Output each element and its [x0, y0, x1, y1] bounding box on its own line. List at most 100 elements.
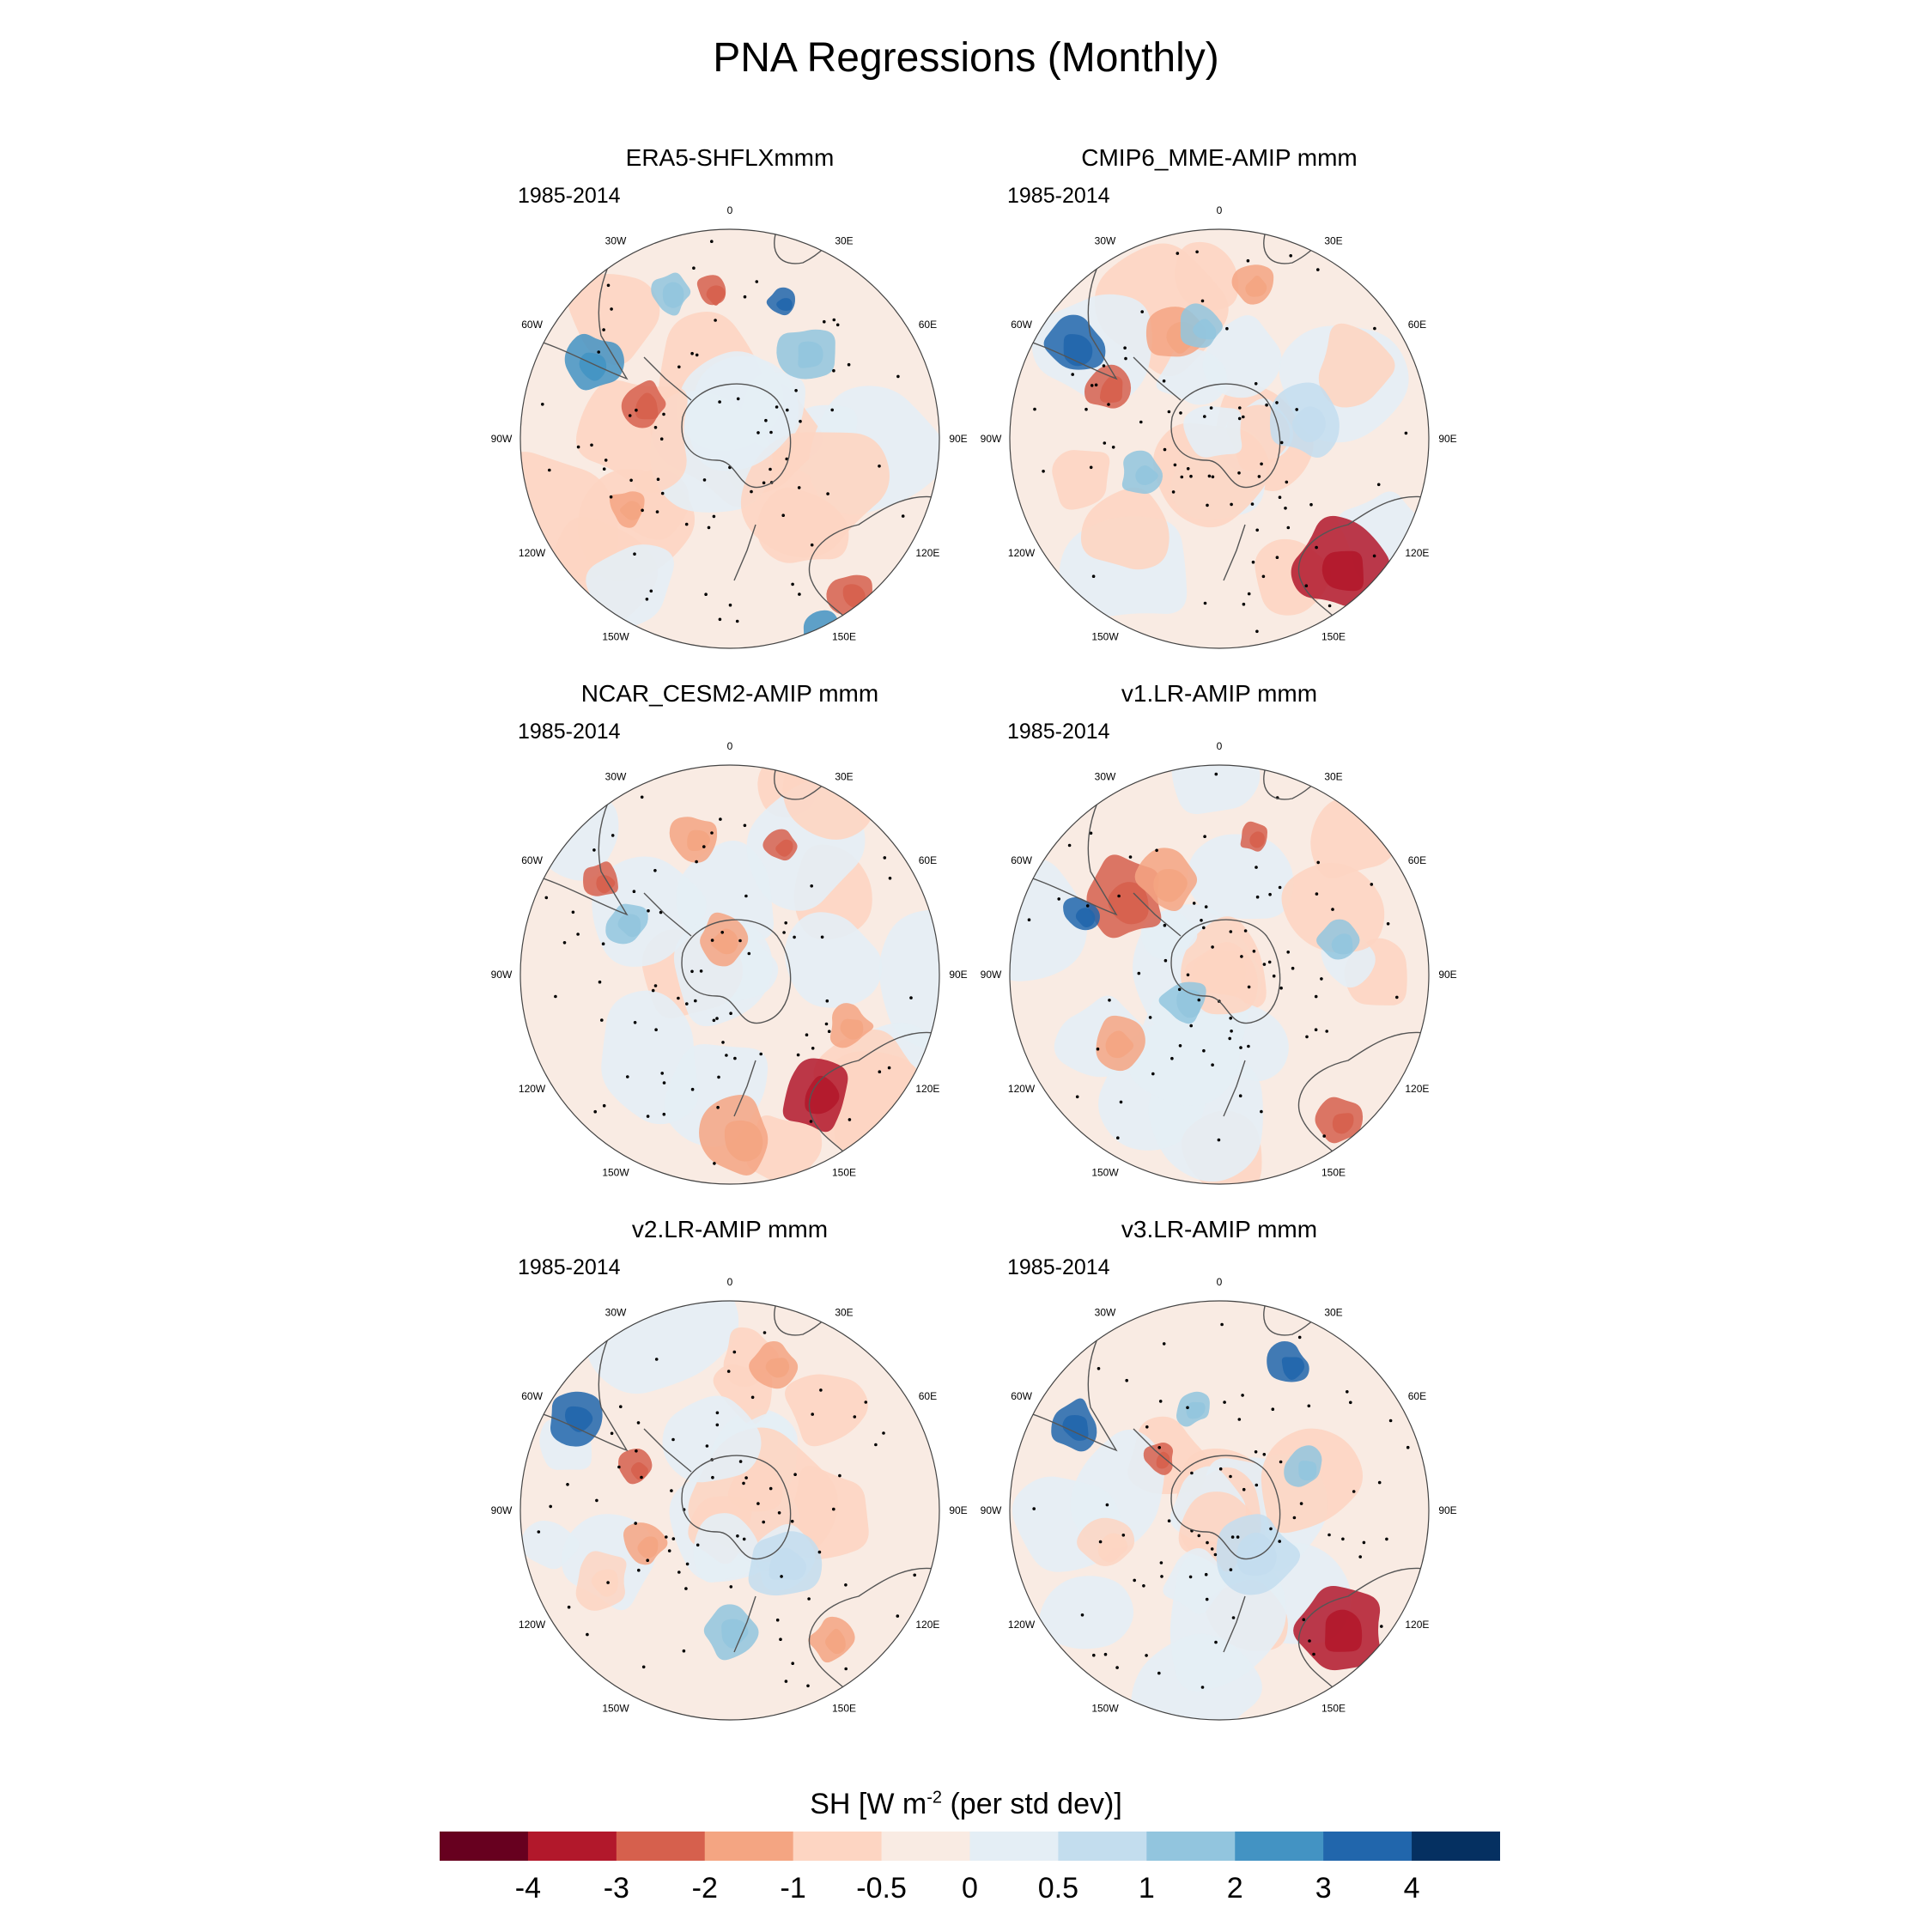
longitude-label: 60W	[1011, 319, 1032, 331]
significance-stipple	[541, 403, 544, 406]
significance-stipple	[809, 1120, 813, 1123]
significance-stipple	[609, 495, 613, 499]
anomaly-core	[635, 392, 659, 420]
significance-stipple	[1312, 1652, 1315, 1656]
significance-stipple	[1395, 995, 1399, 999]
significance-stipple	[1121, 1534, 1126, 1537]
colorbar-swatch	[969, 1832, 1060, 1861]
significance-stipple	[606, 283, 611, 288]
significance-stipple	[1211, 1063, 1214, 1066]
significance-stipple	[1289, 254, 1292, 258]
new-zealand-coastline	[733, 524, 756, 581]
significance-stipple	[750, 489, 753, 494]
longitude-label: 30E	[835, 1307, 853, 1319]
significance-stipple	[1377, 1480, 1382, 1485]
significance-stipple	[762, 1520, 765, 1524]
significance-stipple	[1243, 929, 1248, 933]
figure-title: PNA Regressions (Monthly)	[713, 35, 1219, 81]
significance-stipple	[1341, 1537, 1345, 1541]
significance-stipple	[1203, 415, 1206, 418]
significance-stipple	[662, 1112, 666, 1116]
significance-stipple	[1204, 905, 1208, 908]
antarctica-coastline	[681, 1455, 792, 1560]
anomaly-core	[1062, 1415, 1089, 1441]
significance-stipple	[769, 467, 772, 471]
map-field	[1010, 1301, 1429, 1720]
significance-stipple	[1207, 474, 1212, 478]
significance-stipple	[817, 1550, 822, 1554]
significance-stipple	[1284, 507, 1287, 510]
significance-stipple	[762, 481, 766, 485]
significance-stipple	[1242, 602, 1246, 606]
longitude-label: 90E	[1438, 433, 1456, 445]
significance-stipple	[1316, 860, 1320, 865]
longitude-label: 150E	[832, 1702, 856, 1714]
longitude-label: 30E	[1324, 235, 1342, 247]
significance-stipple	[1190, 1471, 1194, 1475]
new-zealand-coastline	[1223, 1595, 1246, 1653]
significance-stipple	[649, 589, 653, 593]
significance-stipple	[1133, 1578, 1136, 1583]
significance-stipple	[617, 1465, 621, 1469]
significance-stipple	[602, 467, 606, 471]
significance-stipple	[1238, 1094, 1242, 1097]
significance-stipple	[1180, 475, 1184, 479]
colorbar-tick-label: -0.5	[856, 1872, 907, 1905]
anomaly-patch	[1156, 347, 1228, 405]
significance-stipple	[640, 1475, 643, 1479]
significance-stipple	[1278, 885, 1282, 890]
significance-stipple	[702, 478, 707, 482]
significance-stipple	[742, 1481, 745, 1485]
map-field	[1010, 229, 1429, 648]
significance-stipple	[1316, 268, 1320, 271]
significance-stipple	[1171, 490, 1176, 494]
significance-stipple	[633, 552, 636, 556]
significance-stipple	[1205, 1597, 1209, 1601]
longitude-label: 120W	[519, 1083, 546, 1095]
significance-stipple	[1116, 1136, 1120, 1139]
colorbar-title: SH [W m-2 (per std dev)]	[0, 1788, 1932, 1821]
longitude-label: 0	[727, 1276, 733, 1288]
anomaly-patch	[878, 909, 939, 1050]
significance-stipple	[790, 1519, 794, 1523]
anomaly-core	[1135, 465, 1158, 485]
longitude-label: 0	[727, 740, 733, 752]
significance-stipple	[626, 1075, 629, 1078]
significance-stipple	[1200, 919, 1203, 922]
significance-stipple	[832, 318, 836, 322]
significance-stipple	[786, 408, 789, 412]
panel-title: NCAR_CESM2-AMIP mmm	[580, 680, 879, 707]
significance-stipple	[1229, 930, 1233, 933]
colorbar-title-suffix: (per std dev)]	[942, 1788, 1122, 1820]
significance-stipple	[1223, 1400, 1226, 1404]
significance-stipple	[667, 1549, 671, 1552]
significance-stipple	[665, 1535, 668, 1539]
colorbar-swatch	[1058, 1832, 1147, 1861]
colorbar-tick-label: -3	[603, 1872, 629, 1905]
new-zealand-coastline	[1223, 524, 1246, 581]
map-panel-cesm2: NCAR_CESM2-AMIP mmm 1985-2014 0 30E 60E 90E…	[489, 680, 970, 1195]
significance-stipple	[735, 619, 739, 623]
significance-stipple	[606, 1581, 610, 1584]
significance-stipple	[1032, 1507, 1036, 1510]
significance-stipple	[888, 877, 892, 880]
significance-stipple	[641, 508, 644, 513]
significance-stipple	[1151, 1072, 1155, 1076]
anomaly-patch	[1281, 862, 1385, 953]
map-field	[520, 1301, 939, 1720]
significance-stipple	[690, 969, 694, 974]
significance-stipple	[909, 996, 913, 999]
significance-stipple	[711, 1475, 714, 1479]
significance-stipple	[1286, 526, 1291, 530]
significance-stipple	[1327, 604, 1332, 608]
panel-title: ERA5-SHFLXmmm	[625, 144, 835, 171]
anomaly-core	[824, 1628, 846, 1655]
significance-stipple	[1158, 1400, 1163, 1403]
anomaly-core	[724, 1120, 763, 1162]
longitude-label: 60E	[919, 319, 937, 331]
significance-stipple	[707, 526, 711, 530]
longitude-label: 120E	[915, 547, 939, 559]
significance-stipple	[750, 1395, 755, 1400]
anomaly-core	[1105, 1030, 1134, 1059]
significance-stipple	[742, 1537, 746, 1541]
